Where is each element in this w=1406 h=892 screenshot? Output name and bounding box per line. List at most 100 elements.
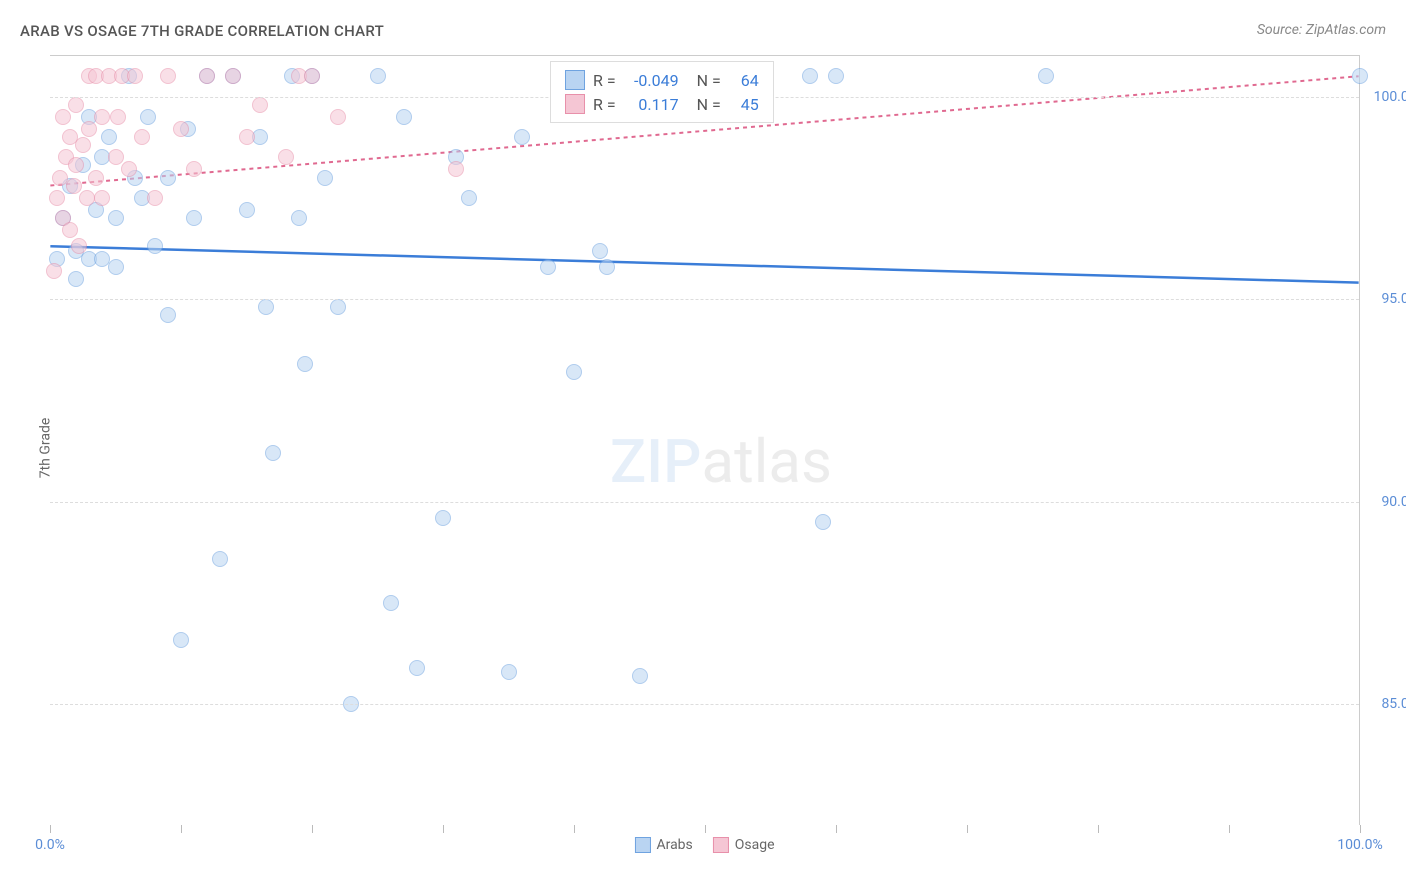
data-point [94,190,110,206]
data-point [239,129,255,145]
y-tick-label: 100.0% [1374,89,1406,105]
data-point [66,178,82,194]
legend-swatch-icon [713,837,729,853]
data-point [297,356,313,372]
data-point [68,157,84,173]
watermark: ZIPatlas [610,426,832,497]
legend-row-arabs: R = -0.049 N = 64 [565,68,759,92]
data-point [108,149,124,165]
data-point [239,202,255,218]
stat-n-arabs: 64 [729,71,759,90]
data-point [160,170,176,186]
data-point [566,364,582,380]
data-point [330,109,346,125]
legend-label: Osage [735,837,775,853]
data-point [110,109,126,125]
data-point [258,299,274,315]
data-point [1038,68,1054,84]
data-point [396,109,412,125]
legend-item-osage: Osage [713,837,775,853]
data-point [140,109,156,125]
trend-line [50,246,1358,282]
x-tick [181,825,182,833]
data-point [265,445,281,461]
gridline [50,299,1359,300]
watermark-zip: ZIP [610,426,701,497]
chart-title: ARAB VS OSAGE 7TH GRADE CORRELATION CHAR… [20,22,384,40]
legend-label: Arabs [656,837,692,853]
data-point [121,161,137,177]
data-point [71,238,87,254]
data-point [46,263,62,279]
data-point [75,137,91,153]
x-tick [836,825,837,833]
data-point [88,170,104,186]
data-point [55,109,71,125]
bottom-legend: Arabs Osage [634,837,774,853]
x-tick [967,825,968,833]
y-tick-label: 90.0% [1381,494,1406,510]
legend-swatch-arabs [565,70,585,90]
x-tick [312,825,313,833]
data-point [160,307,176,323]
data-point [127,68,143,84]
stat-n-osage: 45 [729,95,759,114]
data-point [802,68,818,84]
x-tick [574,825,575,833]
gridline [50,704,1359,705]
stat-label-r: R = [593,95,616,114]
data-point [134,129,150,145]
data-point [225,68,241,84]
x-tick [1360,825,1361,833]
data-point [514,129,530,145]
stat-label-r: R = [593,71,616,90]
data-point [435,510,451,526]
data-point [173,121,189,137]
data-point [1352,68,1368,84]
x-tick [1098,825,1099,833]
stat-label-n: N = [697,71,721,90]
data-point [370,68,386,84]
data-point [147,238,163,254]
data-point [108,259,124,275]
data-point [186,210,202,226]
data-point [108,210,124,226]
data-point [304,68,320,84]
x-tick-label: 0.0% [35,837,65,853]
data-point [101,129,117,145]
x-tick [443,825,444,833]
data-point [540,259,556,275]
legend-item-arabs: Arabs [634,837,692,853]
stat-r-osage: 0.117 [624,95,679,114]
data-point [81,121,97,137]
data-point [79,190,95,206]
data-point [278,149,294,165]
data-point [330,299,346,315]
data-point [62,222,78,238]
watermark-atlas: atlas [701,426,831,497]
data-point [592,243,608,259]
data-point [49,190,65,206]
data-point [68,97,84,113]
data-point [501,664,517,680]
x-tick-label: 100.0% [1337,837,1382,853]
x-tick [50,825,51,833]
x-tick [705,825,706,833]
data-point [317,170,333,186]
data-point [409,660,425,676]
data-point [160,68,176,84]
data-point [632,668,648,684]
data-point [186,161,202,177]
stat-r-arabs: -0.049 [624,71,679,90]
stat-label-n: N = [697,95,721,114]
data-point [94,109,110,125]
data-point [199,68,215,84]
data-point [147,190,163,206]
correlation-legend: R = -0.049 N = 64 R = 0.117 N = 45 [550,61,774,123]
data-point [212,551,228,567]
data-point [173,632,189,648]
legend-swatch-osage [565,94,585,114]
y-tick-label: 85.0% [1381,696,1406,712]
data-point [599,259,615,275]
legend-row-osage: R = 0.117 N = 45 [565,92,759,116]
